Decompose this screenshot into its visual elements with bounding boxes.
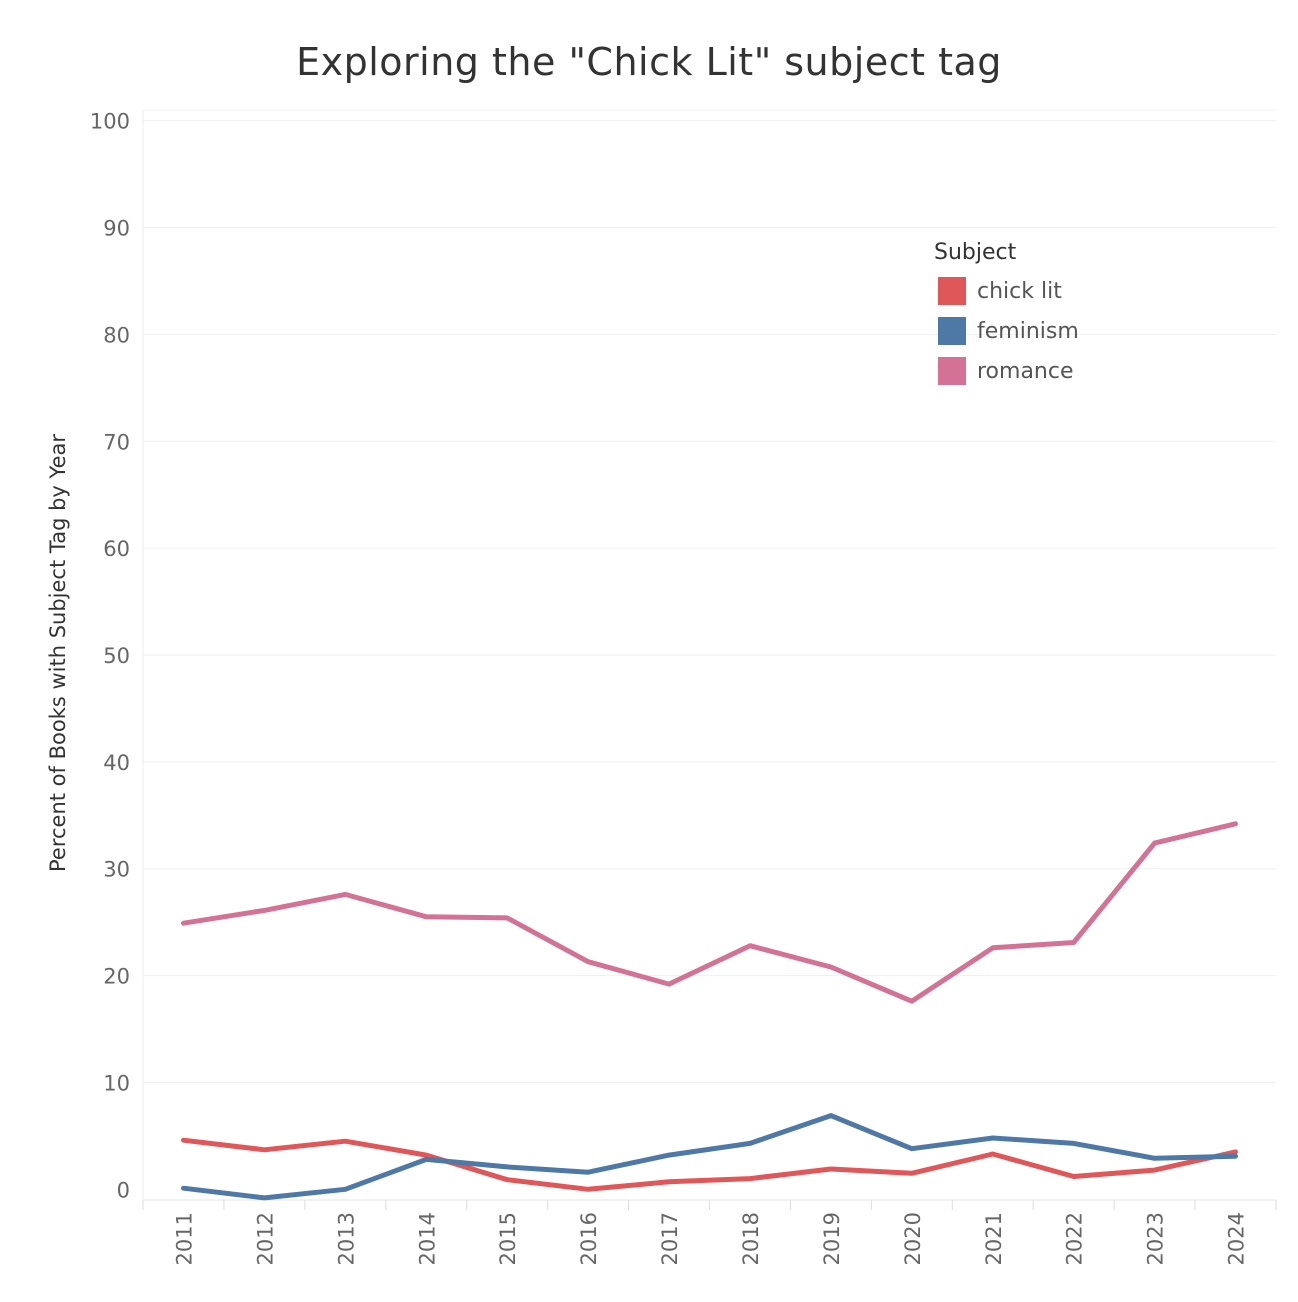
x-tick-label: 2024 [1225,1212,1249,1265]
legend-item-feminism: feminism [934,311,1079,351]
x-tick-label: 2013 [334,1212,358,1265]
axes: 0 10 20 30 40 50 60 70 80 90 100 2011 2012 2013 2014 20… [90,110,1277,1265]
y-tick-label: 20 [103,965,130,989]
x-tick-label: 2020 [901,1212,925,1265]
y-tick-label: 50 [103,644,130,668]
y-tick-label: 80 [103,323,130,347]
x-tick-label: 2021 [982,1212,1006,1265]
x-tick-label: 2011 [172,1212,196,1265]
legend-item-chick-lit: chick lit [934,271,1079,311]
x-tick-label: 2016 [577,1212,601,1265]
legend-item-romance: romance [934,351,1079,391]
legend-label: chick lit [977,278,1062,304]
x-tick-label: 2019 [820,1212,844,1265]
legend-label: romance [977,358,1074,384]
y-tick-label: 90 [103,217,130,241]
y-tick-label: 0 [117,1178,130,1202]
y-tick-label: 70 [103,430,130,454]
legend: Subject chick lit feminism romance [934,240,1079,391]
series-line-romance [181,821,1238,1004]
y-tick-label: 60 [103,537,130,561]
legend-swatch [938,277,966,305]
x-tick-label: 2023 [1144,1212,1168,1265]
legend-label: feminism [977,318,1079,344]
x-tick-label: 2012 [253,1212,277,1265]
legend-title: Subject [934,240,1017,265]
y-tick-label: 40 [103,751,130,775]
legend-swatch [938,317,966,345]
chart-title: Exploring the "Chick Lit" subject tag [296,40,1002,84]
series-line-chick-lit [181,1137,1238,1192]
y-tick-label: 100 [90,110,130,134]
y-tick-label: 10 [103,1071,130,1095]
y-tick-label: 30 [103,858,130,882]
x-tick-label: 2017 [658,1212,682,1265]
x-tick-label: 2015 [496,1212,520,1265]
series-line-feminism [181,1113,1238,1201]
y-axis-title: Percent of Books with Subject Tag by Yea… [46,434,70,872]
x-tick-label: 2022 [1063,1212,1087,1265]
x-tick-label: 2018 [739,1212,763,1265]
legend-swatch [938,357,966,385]
grid-lines [143,109,1276,1083]
series-lines [181,821,1238,1201]
x-tick-label: 2014 [415,1212,439,1265]
legend-items: chick lit feminism romance [934,271,1079,391]
